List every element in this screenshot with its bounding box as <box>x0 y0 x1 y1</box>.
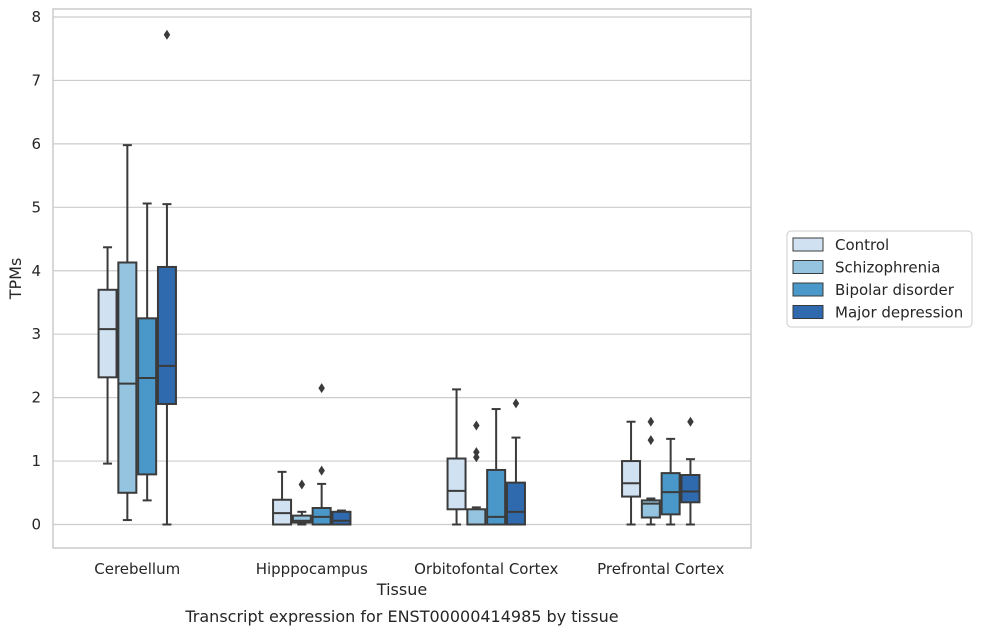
x-tick-label: Hipppocampus <box>256 560 368 578</box>
outlier-point <box>163 29 171 40</box>
box-body <box>137 317 158 476</box>
box-major-depression <box>505 398 526 526</box>
box-body <box>291 514 312 524</box>
box-body <box>660 472 681 516</box>
box-schizophrenia <box>117 144 138 522</box>
box-major-depression <box>331 509 352 526</box>
legend-swatch <box>792 282 824 297</box>
y-tick-label: 6 <box>31 135 41 153</box>
box-bipolar-disorder <box>311 383 332 526</box>
outlier-point <box>647 435 655 446</box>
y-tick-label: 1 <box>31 452 41 470</box>
box-schizophrenia <box>466 420 487 526</box>
box-body <box>466 508 487 526</box>
box-body <box>331 510 352 526</box>
legend-box <box>786 230 973 328</box>
box-control <box>621 420 642 526</box>
plot-area <box>97 29 701 526</box>
plot-frame <box>52 8 752 549</box>
x-axis-ticks: Cerebellum Hipppocampus Orbitofontal Corte… <box>94 560 724 578</box>
y-tick-label: 4 <box>31 262 41 280</box>
outlier-point <box>687 416 694 427</box>
y-tick-label: 8 <box>31 8 41 26</box>
outlier-point <box>473 420 480 431</box>
x-axis-label: Tissue <box>376 580 427 599</box>
legend-label: Schizophrenia <box>835 259 940 277</box>
y-tick-label: 5 <box>31 198 41 216</box>
legend-label: Major depression <box>835 304 963 322</box>
box-bipolar-disorder <box>660 437 681 526</box>
box-body <box>156 265 177 405</box>
legend-swatch <box>792 260 824 274</box>
y-tick-label: 2 <box>31 389 41 407</box>
y-tick-label: 0 <box>31 516 41 534</box>
box-bipolar-disorder <box>486 408 507 526</box>
box-major-depression <box>156 29 177 526</box>
legend-swatch <box>792 305 824 319</box>
box-control <box>272 470 293 526</box>
x-tick-label: Cerebellum <box>94 560 180 578</box>
legend: Control Schizophrenia Bipolar disorder Majo… <box>786 230 973 328</box>
box-body <box>486 468 507 526</box>
box-control <box>97 246 118 465</box>
y-tick-label: 3 <box>31 325 41 343</box>
y-axis-label: TPMs <box>6 258 25 301</box>
legend-swatch <box>792 237 824 252</box>
box-body <box>117 261 138 494</box>
box-body <box>680 474 701 504</box>
outlier-point <box>512 398 520 409</box>
x-tick-label: Prefrontal Cortex <box>597 560 724 578</box>
outlier-point <box>647 416 655 427</box>
box-body <box>97 288 118 379</box>
box-body <box>505 481 526 526</box>
outlier-point <box>318 383 325 394</box>
y-tick-label: 7 <box>31 71 41 89</box>
box-schizophrenia <box>640 416 661 526</box>
box-schizophrenia <box>291 479 312 526</box>
box-major-depression <box>680 416 701 526</box>
y-axis-ticks: 0 1 2 3 4 5 6 7 8 <box>31 8 41 534</box>
outlier-point <box>298 479 306 490</box>
chart-caption: Transcript expression for ENST0000041498… <box>184 607 618 626</box>
box-body <box>621 460 642 498</box>
box-body <box>446 457 467 511</box>
legend-label: Control <box>835 236 889 254</box>
outlier-point <box>318 465 325 476</box>
outlier-point <box>473 452 480 463</box>
x-tick-label: Orbitofontal Cortex <box>414 560 558 578</box>
outlier-point <box>473 447 480 458</box>
box-bipolar-disorder <box>137 202 158 502</box>
legend-label: Bipolar disorder <box>835 281 955 299</box>
box-body <box>640 499 661 519</box>
box-control <box>446 388 467 526</box>
